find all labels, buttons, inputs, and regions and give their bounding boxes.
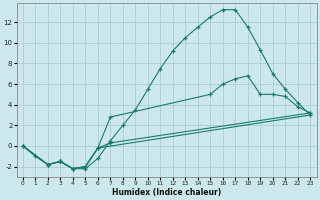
X-axis label: Humidex (Indice chaleur): Humidex (Indice chaleur) <box>112 188 221 197</box>
